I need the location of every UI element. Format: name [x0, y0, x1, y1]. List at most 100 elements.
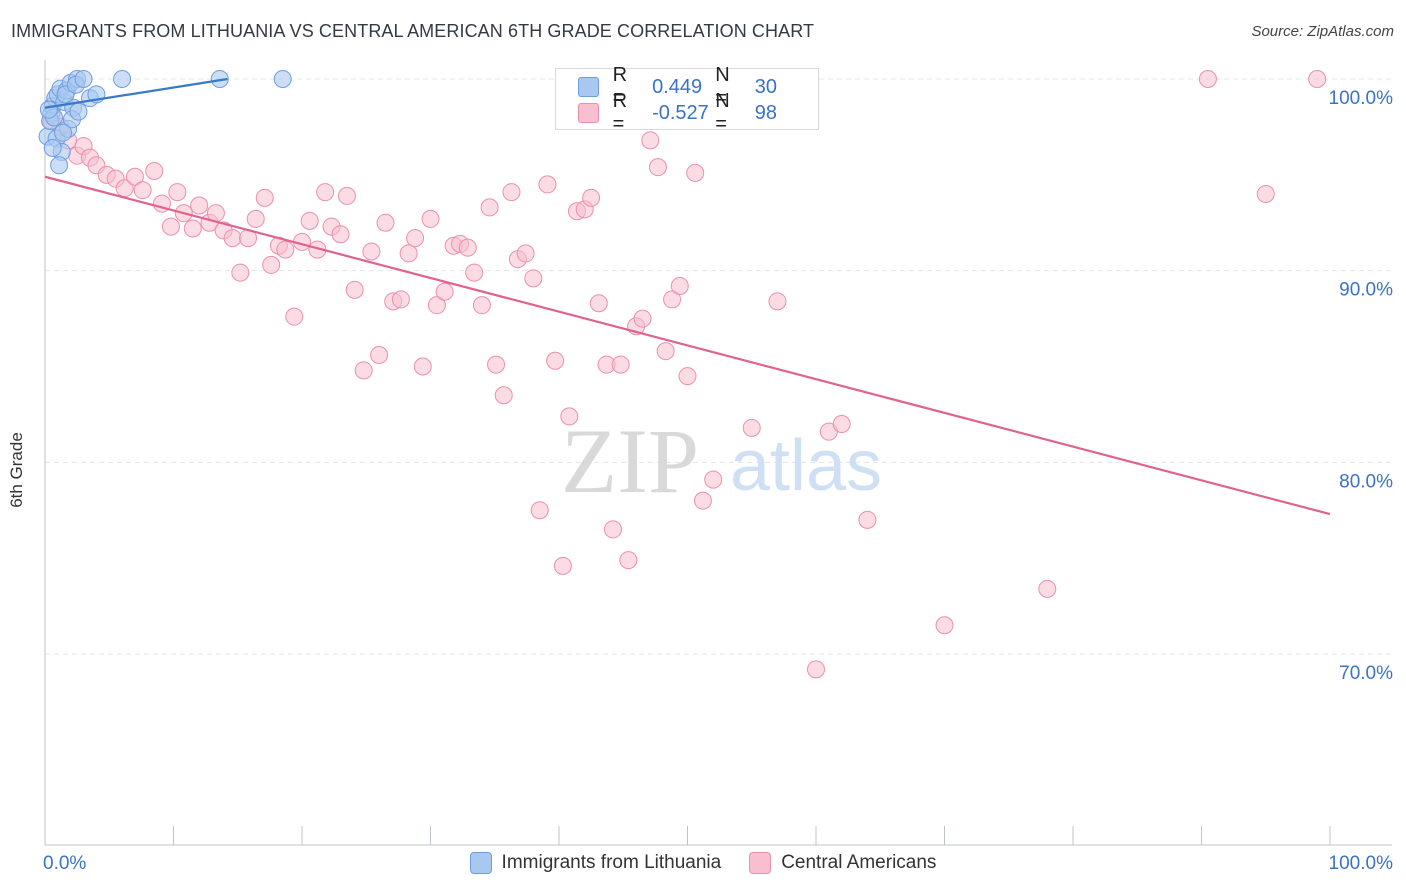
central-americans-point [413, 357, 432, 376]
central-americans-point [648, 158, 667, 177]
lithuania-point [43, 139, 62, 157]
lithuania-point [50, 156, 69, 175]
legend-swatch-pink [578, 103, 599, 123]
central-americans-point [768, 292, 787, 311]
central-americans-point [1308, 70, 1327, 88]
central-americans-point [331, 225, 350, 244]
central-americans-point [427, 296, 446, 315]
central-americans-point [524, 269, 543, 288]
central-americans-point [458, 238, 477, 257]
central-americans-points [42, 70, 1327, 679]
series-legend: Immigrants from Lithuania Central Americ… [0, 852, 1406, 874]
central-americans-point [678, 367, 697, 386]
lithuania-point [53, 123, 72, 142]
legend-n-value: 30 [754, 75, 778, 98]
central-americans-point [686, 163, 705, 182]
lithuania-point [69, 102, 88, 121]
legend-swatch-pink [749, 852, 772, 874]
central-americans-point [1198, 70, 1217, 88]
central-americans-point [337, 186, 356, 205]
central-americans-point [345, 280, 364, 299]
legend-swatch-blue [469, 852, 492, 874]
central-americans-point [354, 361, 373, 380]
y-tick-label: 70.0% [1339, 663, 1393, 684]
central-americans-point [502, 183, 521, 202]
source-label: Source: ZipAtlas.com [1251, 23, 1394, 40]
lithuania-points [38, 70, 292, 175]
central-americans-point [832, 415, 851, 433]
central-americans-point [276, 240, 295, 259]
x-tick-label: 0.0% [43, 853, 86, 874]
central-americans-point [168, 183, 187, 202]
y-tick-label: 90.0% [1339, 280, 1393, 301]
central-americans-point [376, 213, 395, 232]
legend-label: Central Americans [781, 852, 937, 873]
y-tick-label: 80.0% [1339, 471, 1393, 492]
central-americans-point [807, 660, 825, 679]
central-americans-point [693, 491, 712, 510]
central-americans-point [300, 211, 319, 230]
central-americans-point [183, 219, 202, 238]
central-americans-point [560, 407, 579, 426]
central-americans-point [742, 418, 761, 437]
legend-swatch-blue [578, 77, 599, 97]
lithuania-point [39, 100, 58, 119]
y-tick-label: 100.0% [1329, 88, 1394, 109]
central-americans-point [161, 217, 180, 236]
central-americans-point [553, 556, 572, 575]
y-axis-label: 6th Grade [7, 432, 26, 508]
central-americans-point [231, 263, 250, 282]
central-americans-point [619, 551, 638, 570]
legend-row-central-americans: R = -0.527 N = 98 [578, 90, 818, 135]
central-americans-point [704, 470, 723, 489]
legend-r-label: R = [612, 90, 628, 135]
central-americans-point [223, 229, 242, 248]
central-americans-point [125, 167, 144, 186]
central-americans-point [487, 355, 506, 374]
central-americans-point [494, 386, 513, 405]
central-americans-point [935, 616, 954, 635]
central-americans-point [370, 346, 389, 364]
central-americans-point [1038, 579, 1057, 598]
stats-legend: R = 0.449 N = 30 R = -0.527 N = 98 [555, 64, 819, 135]
axes [44, 60, 1392, 846]
grid [45, 78, 1392, 655]
legend-item-lithuania: Immigrants from Lithuania [469, 852, 722, 874]
legend-n-label: N = [715, 90, 730, 135]
legend-n-value: 98 [754, 101, 778, 124]
central-americans-point [1256, 185, 1275, 203]
central-americans-point [538, 175, 557, 194]
chart-title: IMMIGRANTS FROM LITHUANIA VS CENTRAL AME… [11, 21, 815, 41]
central-americans-point [663, 290, 682, 309]
central-americans-point [641, 131, 660, 150]
central-americans-point [589, 294, 608, 313]
tick-labels: 70.0% 80.0% 90.0% 100.0% 0.0% 100.0% [43, 88, 1393, 874]
lithuania-point [273, 70, 292, 88]
central-americans-point [546, 351, 565, 370]
trend-lines [44, 77, 1331, 516]
central-americans-point [465, 263, 484, 282]
legend-r-value: 0.449 [652, 75, 703, 98]
lithuania-trend-line [44, 77, 228, 109]
x-tick-label: 100.0% [1329, 853, 1394, 874]
central-americans-point [316, 183, 335, 202]
legend-item-central-americans: Central Americans [749, 852, 936, 874]
central-americans-point [633, 309, 652, 328]
central-americans-point [285, 307, 304, 326]
lithuania-point [210, 70, 229, 88]
legend-r-label: R = [612, 64, 628, 109]
central-americans-point [399, 244, 418, 263]
central-americans-point [582, 188, 601, 207]
legend-label: Immigrants from Lithuania [501, 852, 722, 873]
watermark-zip: ZIP [561, 410, 699, 512]
central-americans-point [670, 277, 689, 295]
central-americans-trend-line [44, 175, 1331, 516]
central-americans-point [421, 209, 440, 228]
central-americans-point [516, 244, 535, 263]
watermark: ZIP atlas [561, 410, 882, 512]
legend-row-lithuania: R = 0.449 N = 30 [578, 64, 818, 109]
central-americans-point [611, 355, 630, 374]
central-americans-point [858, 510, 877, 529]
central-americans-point [262, 255, 281, 274]
